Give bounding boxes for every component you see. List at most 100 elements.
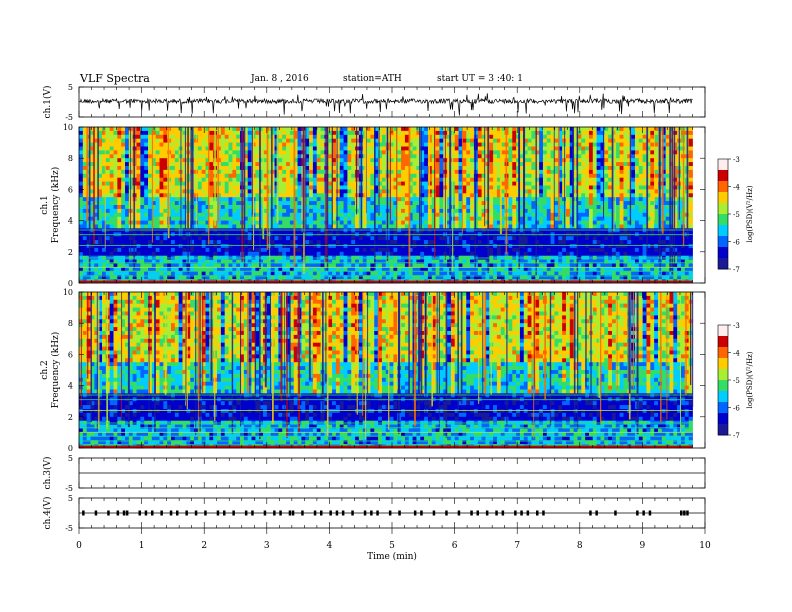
- ch1-spectrogram-cell: [255, 146, 260, 151]
- ch1-spectrogram-cell: [508, 240, 513, 245]
- ch1-spectrogram-cell: [121, 201, 126, 206]
- ch1-spectrogram-cell: [650, 173, 655, 179]
- ch1-spectrogram-cell: [581, 220, 586, 225]
- ch1-spectrogram-cell: [263, 169, 268, 175]
- ch1-spectrogram-cell: [278, 193, 283, 198]
- ch1-spectrogram-cell: [171, 205, 176, 210]
- ch1-spectrogram-cell: [535, 197, 540, 202]
- ch1-spectrogram-cell: [412, 146, 417, 151]
- ch1-spectrogram-cell: [661, 216, 667, 221]
- ch1-spectrogram-cell: [197, 193, 203, 198]
- ch1-spectrogram-cell: [489, 154, 494, 159]
- ch1-spectrogram-cell: [592, 208, 598, 214]
- ch1-spectrogram-cell: [201, 205, 206, 210]
- ch1-spectrogram-cell: [209, 169, 214, 175]
- ch1-spectrogram-cell: [573, 244, 578, 249]
- ch1-spectrogram-cell: [654, 162, 659, 167]
- ch1-spectrogram-cell: [393, 189, 398, 194]
- ch1-spectrogram-cell: [98, 146, 103, 151]
- ch1-spectrogram-cell: [220, 166, 226, 171]
- ch1-spectrogram-cell: [236, 142, 241, 147]
- ch1-spectrogram-cell: [462, 201, 467, 206]
- ch1-spectrogram-cell: [412, 220, 417, 225]
- ch1-spectrogram-cell: [182, 185, 187, 190]
- ch1-spectrogram-cell: [140, 205, 145, 210]
- ch1-spectrogram-cell: [351, 212, 356, 218]
- ch1-spectrogram-cell: [151, 154, 157, 159]
- ch1-spectrogram-cell: [259, 244, 264, 249]
- ch1-spectrogram-cell: [592, 212, 598, 218]
- ch1-spectrogram-cell: [466, 134, 471, 140]
- ch1-spectrogram-cell: [381, 173, 387, 179]
- ch1-spectrogram-cell: [370, 212, 375, 218]
- ch1-spectrogram-cell: [293, 166, 298, 171]
- ch1-spectrogram-cell: [397, 189, 402, 194]
- ch1-spectrogram-cell: [332, 220, 337, 225]
- ch1-spectrogram-cell: [335, 134, 341, 140]
- ch1-spectrogram-cell: [412, 201, 417, 206]
- ch1-spectrogram-cell: [646, 197, 651, 202]
- ch1-spectrogram-cell: [439, 154, 444, 159]
- ch1-spectrogram-cell: [424, 212, 429, 218]
- ch1-spectrogram-cell: [224, 142, 229, 147]
- ch1-spectrogram-cell: [585, 166, 590, 171]
- ch1-spectrogram-cell: [205, 201, 210, 206]
- ch1-spectrogram-cell: [654, 185, 659, 190]
- ch1-spectrogram-cell: [508, 208, 513, 214]
- ch1-spectrogram-cell: [282, 138, 287, 143]
- ch1-spectrogram-cell: [673, 244, 678, 249]
- ch1-spectrogram-cell: [458, 158, 463, 163]
- ch1-spectrogram-cell: [159, 228, 164, 233]
- ch1-spectrogram-cell: [539, 220, 544, 225]
- ch1-spectrogram-cell: [347, 208, 352, 214]
- ch1-spectrogram-cell: [174, 208, 180, 214]
- ch1-spectrogram-cell: [197, 166, 203, 171]
- ch1-spectrogram-cell: [519, 193, 525, 198]
- ch1-spectrogram-cell: [519, 216, 525, 221]
- ch1-spectrogram-cell: [312, 212, 318, 218]
- ch1-spectrogram-cell: [343, 173, 348, 179]
- ch1-spectrogram-cell: [255, 181, 260, 186]
- ch1-spectrogram-cell: [217, 173, 222, 179]
- ch1-spectrogram-cell: [569, 193, 575, 198]
- ch1-spectrogram-cell: [174, 189, 180, 194]
- ch1-spectrogram-cell: [581, 201, 586, 206]
- ch1-spectrogram-cell: [404, 201, 410, 206]
- ch1-spectrogram-cell: [125, 134, 130, 140]
- ch1-spectrogram-cell: [163, 212, 168, 218]
- ch1-spectrogram-cell: [581, 162, 586, 167]
- ch1-spectrogram-cell: [588, 181, 594, 186]
- ch1-spectrogram-cell: [638, 181, 644, 186]
- ch1-spectrogram-cell: [297, 205, 302, 210]
- ch1-spectrogram-cell: [228, 181, 233, 186]
- ch1-spectrogram-cell: [585, 169, 590, 175]
- ch1-spectrogram-cell: [90, 134, 95, 140]
- ch1-spectrogram-cell: [79, 138, 84, 143]
- ch1-spectrogram-cell: [197, 142, 203, 147]
- ch1-spectrogram-cell: [508, 212, 513, 218]
- ch1-spectrogram-cell: [197, 158, 203, 163]
- ch1-spectrogram-cell: [266, 166, 272, 171]
- ch1-spectrogram-cell: [420, 244, 425, 249]
- ch1-spectrogram-cell: [90, 130, 95, 136]
- ch1-spectrogram-cell: [489, 134, 494, 140]
- ch1-spectrogram-cell: [420, 228, 425, 233]
- ch1-spectrogram-cell: [477, 158, 482, 163]
- ch1-spectrogram-cell: [347, 166, 352, 171]
- ch1-spectrogram-cell: [531, 193, 536, 198]
- ch1-spectrogram-cell: [136, 244, 141, 249]
- ch1-spectrogram-cell: [171, 236, 176, 241]
- ch1-spectrogram-cell: [86, 130, 91, 136]
- ch1-spectrogram-cell: [309, 212, 314, 218]
- ch1-spectrogram-cell: [347, 177, 352, 182]
- ch1-spectrogram-cell: [255, 228, 260, 233]
- ch1-spectrogram-cell: [688, 150, 693, 155]
- ch1-spectrogram-cell: [159, 201, 164, 206]
- ch1-spectrogram-cell: [355, 158, 360, 163]
- ch1-spectrogram-cell: [316, 197, 321, 202]
- ch1-spectrogram-cell: [209, 150, 214, 155]
- ch1-spectrogram-cell: [550, 138, 555, 143]
- ch1-spectrogram-cell: [539, 162, 544, 167]
- ch1-spectrogram-cell: [588, 205, 594, 210]
- ch1-spectrogram-cell: [489, 173, 494, 179]
